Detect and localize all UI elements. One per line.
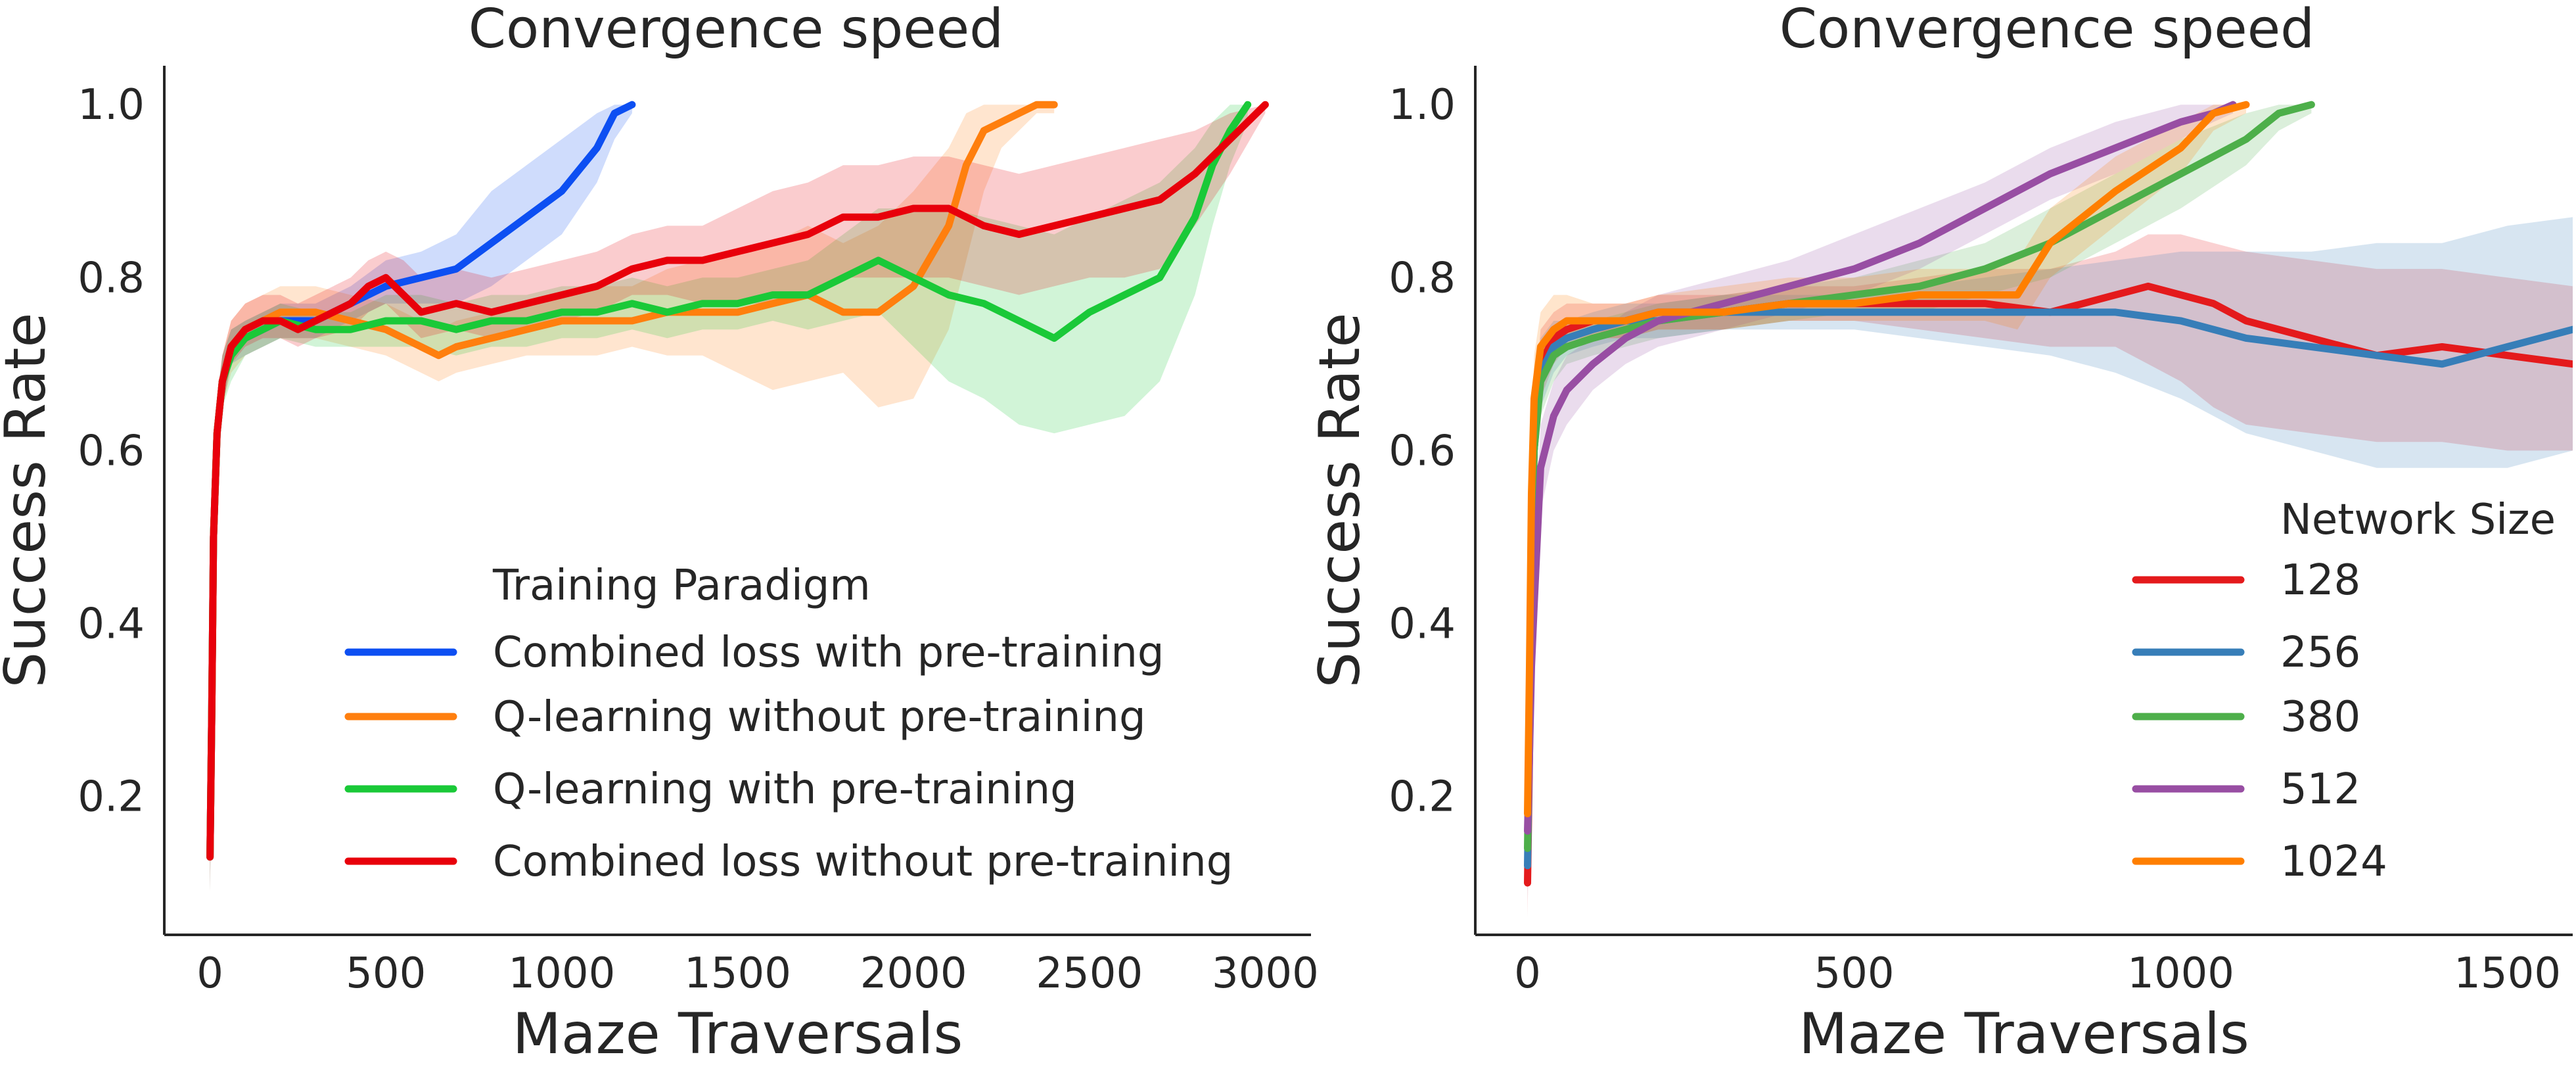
series-line-5	[1524, 101, 2250, 818]
band-1	[210, 105, 632, 892]
x-tick-label: 3000	[1212, 949, 1319, 998]
y-tick-label: 0.8	[1389, 254, 1456, 302]
legend: Training Paradigm Combined loss with pre-…	[344, 561, 1233, 886]
legend-label: 380	[2280, 693, 2360, 742]
series-line-3	[206, 101, 1252, 861]
legend-title: Network Size	[2280, 496, 2556, 544]
band-2	[210, 105, 1055, 892]
x-tick-label: 1000	[2127, 949, 2234, 998]
x-tick-label: 2000	[860, 949, 967, 998]
legend-label: 128	[2280, 556, 2360, 605]
band-5	[1527, 105, 2246, 849]
band-2	[1527, 217, 2573, 901]
legend-label: Combined loss with pre-training	[493, 628, 1164, 677]
legend-label: Q-learning without pre-training	[493, 693, 1146, 742]
x-tick-label: 0	[196, 949, 223, 998]
band-4	[210, 105, 1266, 892]
y-tick-label: 0.8	[78, 254, 145, 302]
y-axis-label: Success Rate	[0, 313, 58, 688]
x-axis-label: Maze Traversals	[1799, 1001, 2249, 1065]
band-1	[1527, 234, 2573, 918]
y-tick-label: 0.2	[1389, 773, 1456, 822]
series-lines	[206, 101, 1269, 861]
x-axis-label: Maze Traversals	[513, 1001, 963, 1065]
x-tick-label: 0	[1514, 949, 1541, 998]
band-3	[210, 105, 1248, 892]
y-tick-label: 1.0	[78, 81, 145, 130]
legend-title: Training Paradigm	[492, 561, 871, 610]
band-3	[1527, 105, 2312, 884]
legend-label: Combined loss without pre-training	[493, 838, 1233, 886]
y-tick-label: 0.6	[1389, 427, 1456, 475]
x-tick-label: 1500	[684, 949, 791, 998]
confidence-bands	[1527, 105, 2573, 918]
series-line-4	[206, 101, 1269, 861]
x-tick-label: 2500	[1036, 949, 1143, 998]
legend-label: 512	[2280, 765, 2360, 814]
confidence-bands	[210, 105, 1266, 892]
series-line-1	[1524, 282, 2573, 887]
band-4	[1527, 105, 2234, 866]
legend-label: 256	[2280, 628, 2360, 677]
legend: Network Size 128 256 380 512 1024	[2132, 496, 2556, 886]
legend-label: Q-learning with pre-training	[493, 765, 1077, 814]
chart-panel-2: 0 500 1000 1500 0.2 0.4 0.6 0.8 1.0 Convergence s…	[1307, 0, 2573, 1065]
x-tick-label: 500	[346, 949, 426, 998]
y-tick-label: 0.4	[1389, 600, 1456, 648]
y-tick-label: 0.2	[78, 773, 145, 822]
y-axis-label: Success Rate	[1307, 313, 1373, 688]
chart-panel-1: 0 500 1000 1500 2000 2500 3000 0.2 0.4 0.6 0.8 1.0 C…	[0, 0, 1319, 1065]
legend-label: 1024	[2280, 838, 2387, 886]
x-tick-label: 500	[1814, 949, 1894, 998]
y-tick-label: 1.0	[1389, 81, 1456, 130]
x-tick-label: 1500	[2454, 949, 2561, 998]
series-lines	[1524, 101, 2573, 887]
chart-title: Convergence speed	[469, 0, 1003, 60]
y-tick-label: 0.6	[78, 427, 145, 475]
chart-title: Convergence speed	[1780, 0, 2314, 60]
y-tick-label: 0.4	[78, 600, 145, 648]
x-tick-label: 1000	[508, 949, 615, 998]
